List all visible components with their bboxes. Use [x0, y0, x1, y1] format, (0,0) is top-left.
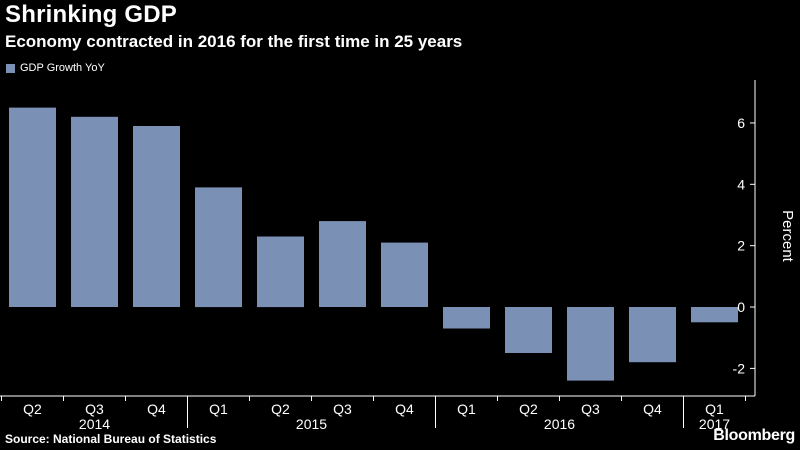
x-tick-label: Q2: [271, 401, 290, 417]
bar: [9, 107, 56, 307]
y-tick-label: 6: [737, 115, 745, 131]
chart-title: Shrinking GDP: [5, 1, 177, 28]
y-tick-label: -2: [733, 360, 746, 376]
x-tick-label: Q3: [581, 401, 600, 417]
year-label: 2017: [699, 416, 730, 432]
y-tick-label: 0: [737, 299, 745, 315]
bar: [195, 187, 242, 308]
year-label: 2016: [544, 416, 575, 432]
bar: [629, 307, 676, 363]
bloomberg-logo: Bloomberg: [713, 427, 795, 444]
x-tick-label: Q4: [395, 401, 414, 417]
legend: GDP Growth YoY: [6, 62, 105, 74]
bar: [443, 307, 490, 329]
year-label: 2014: [79, 416, 110, 432]
x-tick-label: Q1: [457, 401, 476, 417]
x-tick-label: Q3: [333, 401, 352, 417]
x-tick-label: Q4: [147, 401, 166, 417]
bar: [505, 307, 552, 353]
bar: [381, 242, 428, 307]
bar: [567, 307, 614, 381]
chart-subtitle: Economy contracted in 2016 for the first…: [5, 32, 463, 51]
x-tick-label: Q2: [23, 401, 42, 417]
bar: [257, 236, 304, 308]
x-tick-label: Q2: [519, 401, 538, 417]
y-tick-label: 4: [737, 176, 745, 192]
year-label: 2015: [296, 416, 327, 432]
bar: [691, 307, 738, 323]
x-tick-label: Q1: [705, 401, 724, 417]
bar: [71, 116, 118, 307]
x-tick-label: Q1: [209, 401, 228, 417]
y-tick-label: 2: [737, 238, 745, 254]
bar: [319, 221, 366, 307]
legend-label: GDP Growth YoY: [20, 62, 105, 74]
x-tick-label: Q4: [643, 401, 662, 417]
x-tick-label: Q3: [85, 401, 104, 417]
bar: [133, 126, 180, 307]
legend-swatch: [6, 63, 15, 73]
y-axis-label: Percent: [779, 210, 796, 263]
source-note: Source: National Bureau of Statistics: [5, 432, 217, 446]
